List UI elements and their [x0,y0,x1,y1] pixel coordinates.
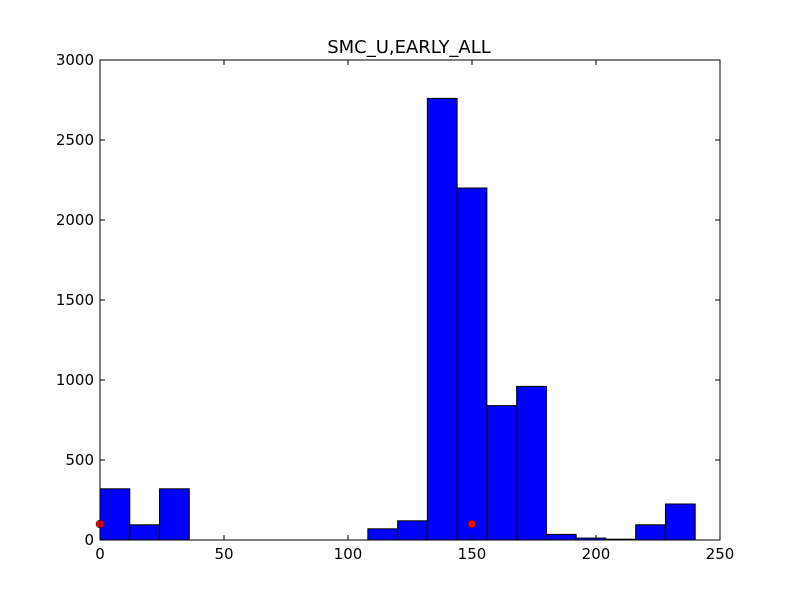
y-tick-label: 3000 [56,51,94,69]
histogram-bar [456,187,488,541]
histogram-bar [426,97,458,541]
red-marker-point [467,519,477,529]
y-tick-label: 0 [84,531,94,549]
x-tick-label: 200 [582,545,611,563]
y-tick-label: 500 [65,451,94,469]
x-tick-label: 150 [458,545,487,563]
histogram-bar [99,488,131,541]
histogram-bar [635,524,666,541]
y-tick-label: 1500 [56,291,94,309]
histogram-bar [516,385,547,541]
y-tick-label: 2500 [56,131,94,149]
x-tick-label: 250 [706,545,735,563]
x-tick-label: 100 [334,545,363,563]
bars-group [99,97,696,541]
histogram-bar [367,528,399,541]
y-tick-label: 2000 [56,211,94,229]
histogram-bar [159,488,190,541]
x-tick-label: 50 [214,545,233,563]
x-axis-ticks: 0 50 100 150 200 250 [95,60,734,563]
histogram-bar [486,405,518,541]
histogram-bar [664,503,696,541]
chart-title: SMC_U,EARLY_ALL [327,37,491,58]
histogram-bar [397,520,428,541]
x-tick-label: 0 [95,545,105,563]
histogram-bar [129,524,161,541]
y-axis-ticks: 0 500 1000 1500 2000 2500 3000 [56,51,720,549]
histogram-bar [545,533,577,541]
y-tick-label: 1000 [56,371,94,389]
